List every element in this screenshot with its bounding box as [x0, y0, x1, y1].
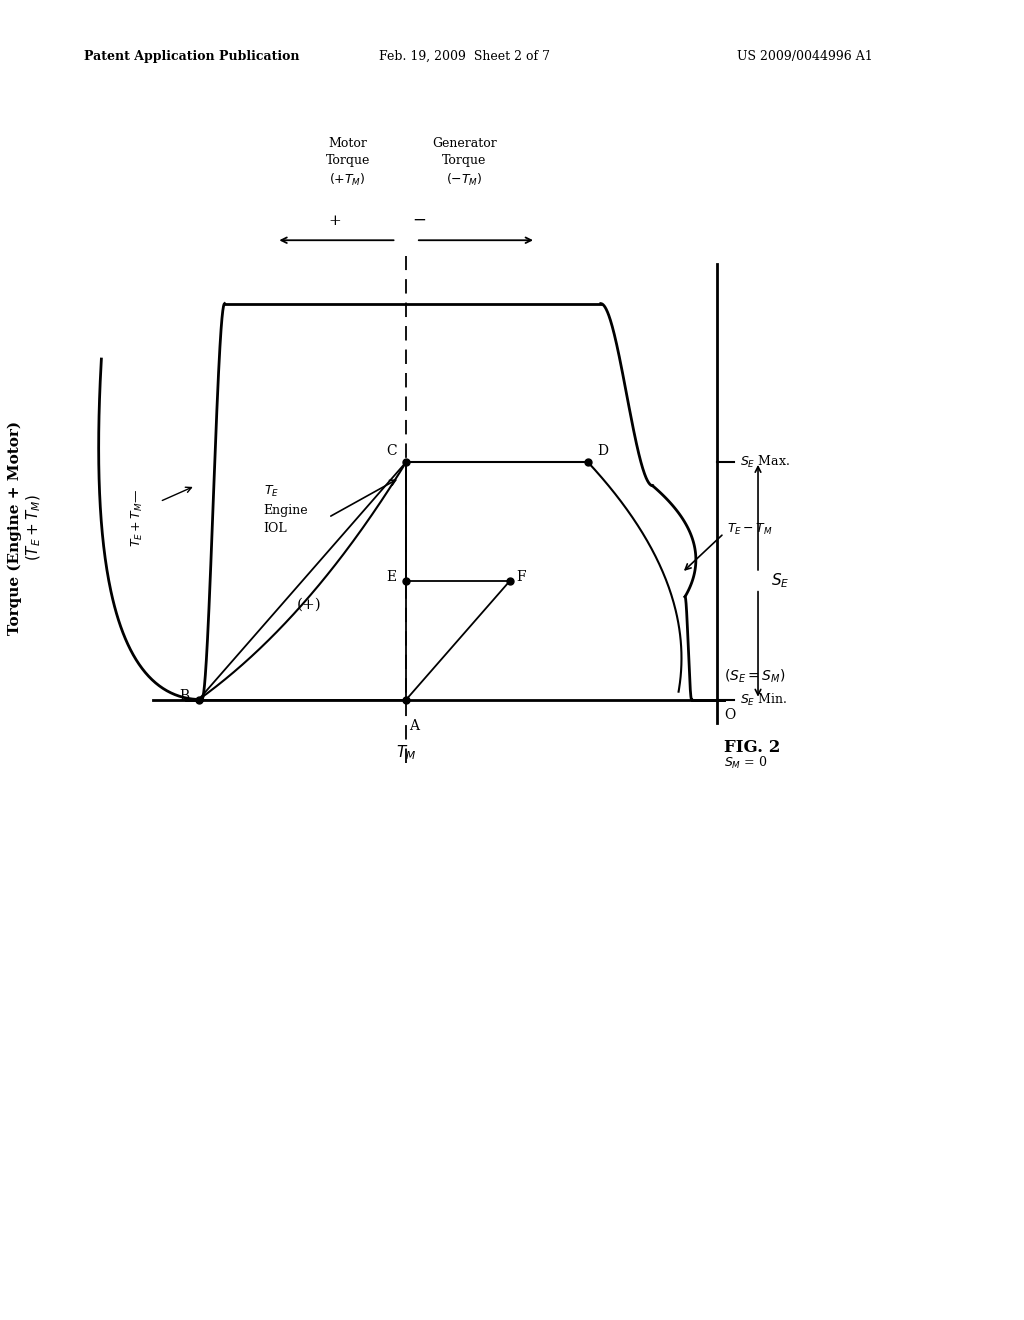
Text: O: O	[724, 708, 735, 722]
Text: E: E	[386, 570, 396, 583]
Text: $(S_E = S_M)$: $(S_E = S_M)$	[724, 667, 785, 685]
Text: Generator
Torque
$(-T_M)$: Generator Torque $(-T_M)$	[432, 137, 497, 189]
Text: FIG. 2: FIG. 2	[724, 739, 780, 755]
Text: $T_E - T_M$: $T_E - T_M$	[727, 521, 773, 537]
Text: $S_E$ Max.: $S_E$ Max.	[740, 454, 791, 470]
Text: Motor
Torque
$(+T_M)$: Motor Torque $(+T_M)$	[326, 137, 370, 189]
Text: +: +	[329, 214, 341, 228]
Text: $T_E + T_M$—: $T_E + T_M$—	[129, 488, 144, 546]
Text: (+): (+)	[297, 598, 322, 611]
Text: F: F	[516, 570, 526, 583]
Text: $S_M$ = 0: $S_M$ = 0	[724, 755, 767, 771]
Text: $S_E$: $S_E$	[771, 572, 790, 590]
Text: $T_E$
Engine
IOL: $T_E$ Engine IOL	[263, 484, 308, 535]
Text: $S_E$ Min.: $S_E$ Min.	[740, 692, 787, 708]
Text: C: C	[386, 444, 396, 458]
Text: B: B	[179, 689, 188, 702]
Text: US 2009/0044996 A1: US 2009/0044996 A1	[737, 50, 873, 63]
Text: −: −	[413, 211, 427, 228]
Text: Feb. 19, 2009  Sheet 2 of 7: Feb. 19, 2009 Sheet 2 of 7	[379, 50, 550, 63]
Text: D: D	[597, 444, 608, 458]
Text: $T_M$: $T_M$	[396, 743, 417, 762]
Text: A: A	[410, 719, 420, 734]
Text: Patent Application Publication: Patent Application Publication	[84, 50, 299, 63]
Text: Torque (Engine + Motor)
$(T_E + T_M)$: Torque (Engine + Motor) $(T_E + T_M)$	[8, 421, 43, 635]
